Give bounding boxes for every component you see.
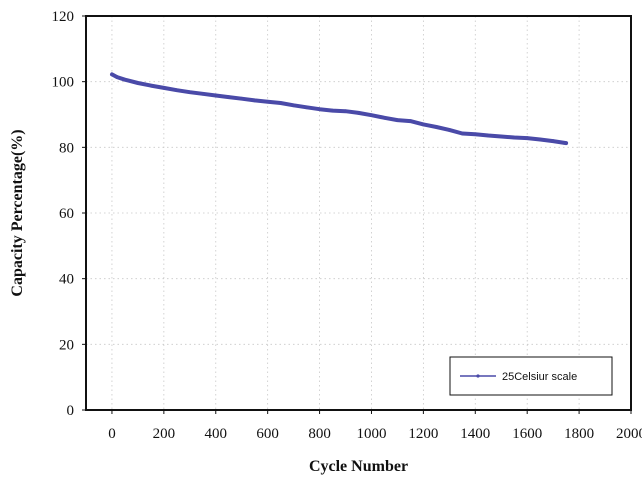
y-tick-label: 100 bbox=[52, 75, 75, 91]
data-point bbox=[149, 84, 153, 88]
data-point bbox=[162, 86, 166, 90]
data-point bbox=[292, 104, 296, 108]
x-tick-label: 800 bbox=[308, 426, 331, 442]
data-point bbox=[538, 138, 542, 142]
data-point bbox=[564, 141, 568, 145]
data-point bbox=[461, 132, 465, 136]
data-point bbox=[201, 92, 205, 96]
data-point bbox=[279, 101, 283, 105]
x-tick-label: 1800 bbox=[564, 426, 594, 442]
x-tick-label: 400 bbox=[205, 426, 228, 442]
data-point bbox=[266, 100, 270, 104]
data-point bbox=[175, 88, 179, 92]
data-point bbox=[409, 119, 413, 123]
data-point bbox=[525, 136, 529, 140]
data-point bbox=[396, 118, 400, 122]
series-line bbox=[112, 74, 566, 143]
data-point bbox=[474, 132, 478, 136]
x-tick-label: 1600 bbox=[512, 426, 542, 442]
data-point bbox=[318, 107, 322, 111]
data-point bbox=[422, 123, 426, 127]
data-point bbox=[240, 97, 244, 101]
data-point bbox=[227, 95, 231, 99]
data-point bbox=[487, 134, 491, 138]
y-tick-label: 40 bbox=[59, 272, 74, 288]
data-point bbox=[123, 78, 127, 82]
data-point bbox=[357, 111, 361, 115]
data-point bbox=[344, 109, 348, 113]
data-point bbox=[512, 136, 516, 140]
data-point bbox=[383, 116, 387, 120]
x-tick-label: 1400 bbox=[460, 426, 490, 442]
x-tick-label: 1000 bbox=[356, 426, 386, 442]
data-point bbox=[551, 139, 555, 143]
y-tick-label: 20 bbox=[59, 337, 74, 353]
data-point bbox=[370, 113, 374, 117]
data-point bbox=[188, 90, 192, 94]
y-axis-title: Capacity Percentage(%) bbox=[9, 129, 26, 296]
legend: 25Celsiur scale bbox=[450, 357, 612, 395]
x-tick-label: 200 bbox=[153, 426, 176, 442]
data-point bbox=[214, 94, 218, 98]
y-tick-label: 120 bbox=[52, 9, 75, 25]
data-point bbox=[115, 75, 119, 79]
x-tick-label: 1200 bbox=[408, 426, 438, 442]
axis-ticks bbox=[82, 16, 631, 414]
x-tick-label: 0 bbox=[108, 426, 116, 442]
grid bbox=[86, 16, 631, 410]
legend-point-marker bbox=[476, 374, 479, 377]
data-point bbox=[435, 125, 439, 129]
y-tick-label: 60 bbox=[59, 206, 74, 222]
x-tick-label: 600 bbox=[256, 426, 279, 442]
data-point bbox=[331, 109, 335, 113]
data-point bbox=[136, 81, 140, 85]
data-point bbox=[499, 135, 503, 139]
legend-entry-label: 25Celsiur scale bbox=[502, 371, 577, 383]
x-axis-title: Cycle Number bbox=[309, 458, 408, 475]
data-point bbox=[253, 99, 257, 103]
y-tick-label: 80 bbox=[59, 140, 74, 156]
y-tick-label: 0 bbox=[67, 403, 75, 419]
data-point bbox=[448, 128, 452, 132]
series-lines bbox=[110, 73, 568, 145]
data-point bbox=[110, 73, 114, 77]
data-point bbox=[305, 106, 309, 110]
